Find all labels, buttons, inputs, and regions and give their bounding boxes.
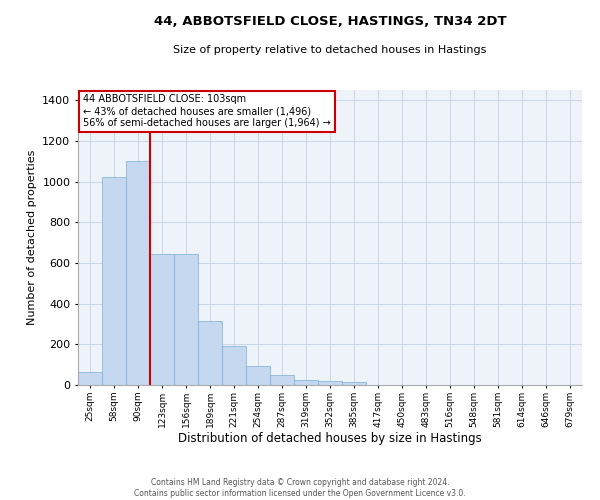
- X-axis label: Distribution of detached houses by size in Hastings: Distribution of detached houses by size …: [178, 432, 482, 446]
- Bar: [294, 380, 318, 385]
- Bar: [270, 375, 294, 385]
- Text: Size of property relative to detached houses in Hastings: Size of property relative to detached ho…: [173, 45, 487, 55]
- Bar: [102, 178, 126, 385]
- Bar: [222, 346, 246, 385]
- Text: 44 ABBOTSFIELD CLOSE: 103sqm
← 43% of detached houses are smaller (1,496)
56% of: 44 ABBOTSFIELD CLOSE: 103sqm ← 43% of de…: [83, 94, 331, 128]
- Text: 44, ABBOTSFIELD CLOSE, HASTINGS, TN34 2DT: 44, ABBOTSFIELD CLOSE, HASTINGS, TN34 2D…: [154, 15, 506, 28]
- Bar: [246, 366, 270, 385]
- Text: Contains HM Land Registry data © Crown copyright and database right 2024.
Contai: Contains HM Land Registry data © Crown c…: [134, 478, 466, 498]
- Bar: [150, 254, 174, 385]
- Bar: [174, 254, 198, 385]
- Bar: [126, 161, 150, 385]
- Bar: [198, 321, 222, 385]
- Y-axis label: Number of detached properties: Number of detached properties: [26, 150, 37, 325]
- Bar: [318, 381, 342, 385]
- Bar: [78, 372, 102, 385]
- Bar: [342, 382, 366, 385]
